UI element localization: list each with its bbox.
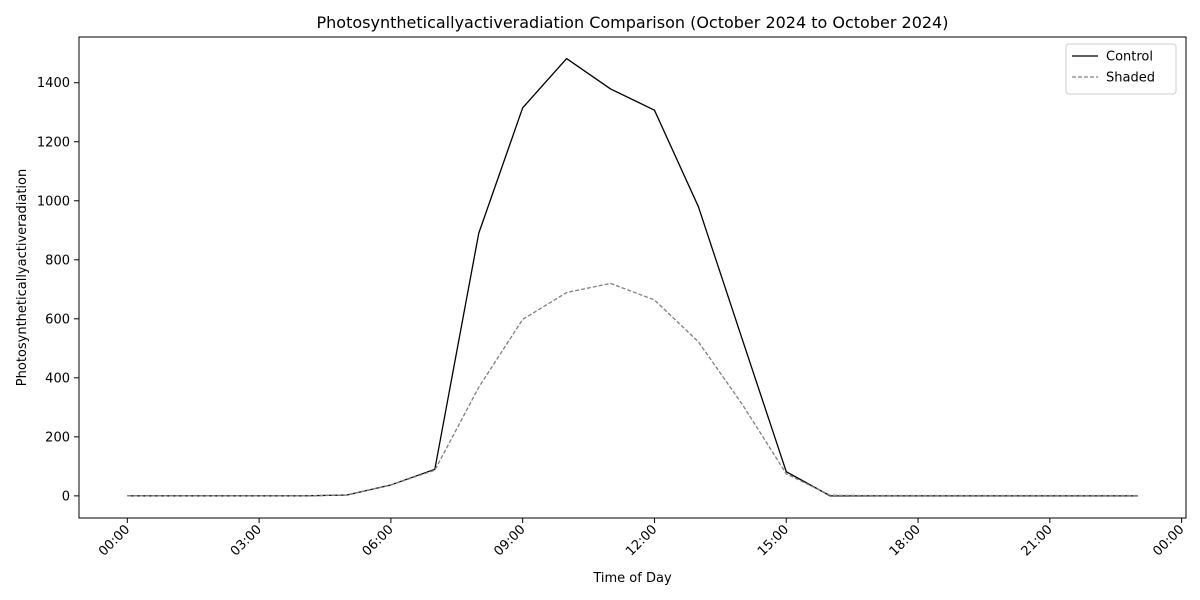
x-tick-label: 03:00 [228,522,265,559]
x-tick-label: 15:00 [755,522,792,559]
y-tick-label: 0 [62,489,70,504]
y-tick-label: 1200 [37,135,70,150]
x-tick-label: 00:00 [1150,522,1187,559]
y-tick-label: 200 [45,430,70,445]
y-axis-label: Photosyntheticallyactiveradiation [15,169,30,386]
y-axis: 0 200 400 600 800 1000 1200 1400 [37,76,79,504]
series-line-shaded [127,282,1138,497]
x-axis: 00:00 03:00 06:00 09:00 12:00 15:00 18:00 21:00… [96,518,1187,559]
y-tick-label: 1400 [37,76,70,91]
x-axis-label: Time of Day [592,571,672,586]
legend-label-shaded: Shaded [1106,71,1155,86]
x-tick-label: 00:00 [96,522,133,559]
x-tick-label: 21:00 [1019,522,1056,559]
series-line-control [127,57,1138,497]
x-tick-label: 12:00 [623,522,660,559]
legend-label-control: Control [1106,50,1153,65]
plot-area-frame [78,36,1187,519]
x-tick-label: 18:00 [887,522,924,559]
y-tick-label: 600 [45,312,70,327]
legend: Control Shaded [1065,43,1177,95]
y-tick-label: 1000 [37,194,70,209]
x-tick-label: 09:00 [491,522,528,559]
y-tick-label: 400 [45,371,70,386]
x-tick-label: 06:00 [360,522,397,559]
y-tick-label: 800 [45,253,70,268]
chart-title: Photosyntheticallyactiveradiation Compar… [317,13,949,32]
plot-content [127,57,1138,497]
